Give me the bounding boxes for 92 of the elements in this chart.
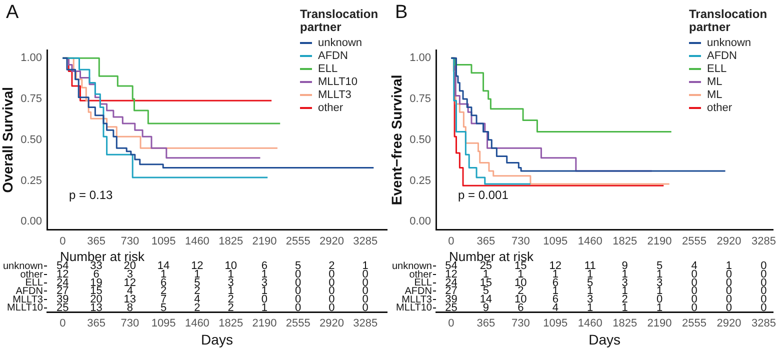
x-tick-label: 3285 <box>353 235 378 248</box>
y-tick-label: AFDN <box>404 286 432 297</box>
x-tick-label: 3285 <box>751 318 776 330</box>
legend-label: other <box>318 102 344 114</box>
chart-title: B <box>395 2 408 24</box>
x-tick-label: 0 <box>448 235 454 248</box>
x-tick-label: 3285 <box>353 318 378 330</box>
x-tick-label: 2920 <box>716 235 742 248</box>
data-label: 8 <box>126 302 133 314</box>
data-label: 0 <box>760 302 767 314</box>
data-label: 5 <box>160 302 167 314</box>
x-tick-label: 1825 <box>612 235 638 248</box>
y-tick-label: AFDN <box>16 286 43 297</box>
x-tick-label: 730 <box>511 235 530 248</box>
data-label: 1 <box>261 302 268 314</box>
x-tick-label: 1095 <box>543 235 568 248</box>
data-label: 1 <box>587 302 594 314</box>
legend-label: other <box>707 102 732 114</box>
y-tick-label: 1.00 <box>410 52 431 64</box>
x-tick-label: 365 <box>476 235 496 248</box>
x-tick-label: 1460 <box>578 235 602 248</box>
x-tick-label: 2190 <box>647 318 672 330</box>
x-tick-label: 1460 <box>578 318 602 330</box>
legend-title: Translocation partner <box>300 7 380 34</box>
x-tick-label: 1095 <box>151 318 176 330</box>
x-tick-label: 365 <box>87 318 106 330</box>
x-tick-label: 0 <box>60 318 66 330</box>
x-tick-label: 2190 <box>252 235 277 248</box>
x-tick-label: 2555 <box>682 235 707 248</box>
y-tick-label: 0.75 <box>410 93 431 106</box>
data-label: 0 <box>362 302 368 314</box>
x-tick-label: 0 <box>60 235 66 248</box>
data-label: 2 <box>228 302 234 314</box>
x-tick-label: 1460 <box>184 318 210 330</box>
y-axis-title: Overall Survival <box>0 86 16 193</box>
y-axis-title: Event−free Survival <box>388 74 404 206</box>
x-tick-label: 0 <box>448 318 454 330</box>
x-tick-label: 1460 <box>184 235 210 248</box>
x-tick-label: 2920 <box>319 318 344 330</box>
y-tick-label: 0.50 <box>20 134 42 146</box>
x-tick-label: 1825 <box>218 235 244 248</box>
x-tick-label: 365 <box>87 235 106 248</box>
x-tick-label: 730 <box>511 318 530 330</box>
data-label: 2 <box>194 302 200 314</box>
y-tick-label: 0.50 <box>410 134 431 146</box>
data-label: 1 <box>622 302 628 314</box>
x-tick-label: 2920 <box>716 318 742 330</box>
chart-title: A <box>6 2 19 24</box>
legend-label: ELL <box>707 62 727 74</box>
x-tick-label: 1825 <box>612 318 638 330</box>
x-tick-label: 1095 <box>151 235 176 248</box>
annotation: p = 0.13 <box>69 188 114 202</box>
y-tick-label: 0.25 <box>20 174 42 187</box>
x-tick-label: 1095 <box>543 318 568 330</box>
x-tick-label: 2555 <box>682 318 707 330</box>
y-tick-label: MLLT10 <box>7 302 44 314</box>
legend-label: AFDN <box>318 50 348 62</box>
data-label: 0 <box>328 302 335 314</box>
x-tick-label: 2555 <box>286 318 310 330</box>
x-tick-label: 365 <box>476 318 496 330</box>
data-label: 9 <box>482 302 490 314</box>
y-tick-label: 0.00 <box>20 216 42 228</box>
x-tick-label: 730 <box>120 318 140 330</box>
x-tick-label: 2190 <box>647 235 672 248</box>
x-tick-label: 730 <box>120 235 140 248</box>
legend-label: unknown <box>707 36 752 48</box>
x-tick-label: 2920 <box>319 235 344 248</box>
legend-label: ML <box>707 88 722 100</box>
x-axis-title: Days <box>201 331 233 348</box>
x-tick-label: 3285 <box>751 235 776 248</box>
legend-title: Translocation partner <box>689 7 768 34</box>
data-label: 0 <box>726 302 732 314</box>
legend-label: ELL <box>318 62 338 74</box>
y-tick-label: 0.25 <box>410 174 431 187</box>
annotation: p = 0.001 <box>458 188 509 202</box>
y-tick-label: 0.00 <box>410 216 431 228</box>
x-axis-title: Days <box>588 331 621 348</box>
y-tick-label: MLLT10 <box>396 302 432 314</box>
legend-label: MLLT10 <box>318 76 358 88</box>
data-label: 0 <box>295 302 302 314</box>
legend-label: unknown <box>318 36 362 48</box>
data-label: 0 <box>691 302 698 314</box>
x-tick-label: 2555 <box>286 235 310 248</box>
legend-label: MLLT3 <box>318 88 352 100</box>
data-label: 1 <box>656 302 663 314</box>
x-tick-label: 2190 <box>252 318 277 330</box>
legend-label: AFDN <box>707 50 737 62</box>
y-tick-label: 0.75 <box>20 93 42 106</box>
data-label: 6 <box>518 302 524 314</box>
x-tick-label: 1825 <box>218 318 244 330</box>
legend-label: ML <box>707 76 722 88</box>
y-tick-label: 1.00 <box>20 52 42 64</box>
